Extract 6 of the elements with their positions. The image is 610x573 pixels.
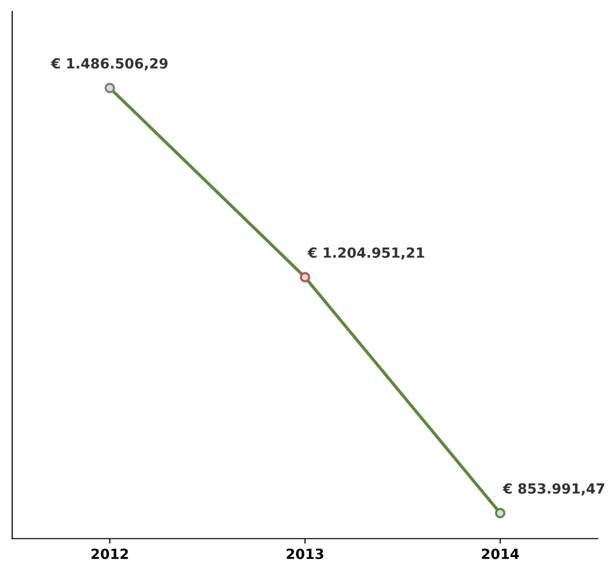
data-label: € 1.486.506,29 — [50, 58, 168, 70]
data-label: € 853.991,47 — [502, 483, 604, 496]
x-tick-label: 2013 — [286, 548, 324, 560]
data-label: € 1.204.951,21 — [308, 247, 424, 260]
x-tick-label: 2014 — [482, 548, 519, 560]
x-tick-label: 2012 — [92, 548, 128, 560]
